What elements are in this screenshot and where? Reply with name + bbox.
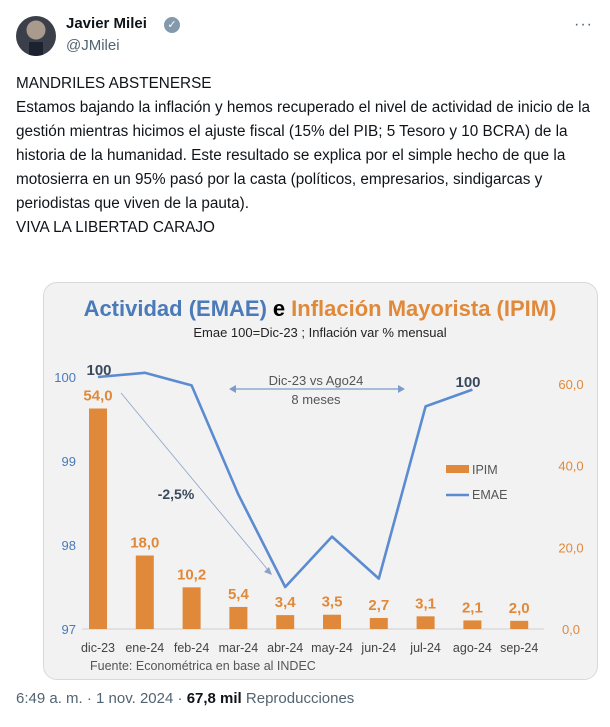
- x-tick-label: jun-24: [360, 641, 396, 655]
- avatar[interactable]: [16, 16, 56, 56]
- title-join: e: [273, 296, 285, 321]
- x-tick-label: jul-24: [409, 641, 441, 655]
- left-tick-label: 99: [62, 454, 76, 469]
- x-tick-label: mar-24: [219, 641, 259, 655]
- x-tick-label: dic-23: [81, 641, 115, 655]
- x-tick-label: ago-24: [453, 641, 492, 655]
- right-tick-label: 60,0: [558, 377, 583, 392]
- drop-label: -2,5%: [158, 486, 195, 502]
- separator: ·: [173, 690, 187, 707]
- x-tick-label: sep-24: [500, 641, 538, 655]
- bar-ipim: [463, 620, 482, 629]
- x-tick-label: may-24: [311, 641, 353, 655]
- right-tick-label: 40,0: [558, 459, 583, 474]
- title-inflation: Inflación Mayorista (IPIM): [291, 296, 556, 321]
- bar-value-label: 3,4: [275, 594, 297, 611]
- tweet-date[interactable]: 1 nov. 2024: [96, 690, 174, 707]
- bar-ipim: [276, 615, 295, 629]
- legend-ipim-swatch: [446, 465, 469, 473]
- bar-ipim: [182, 587, 201, 629]
- left-tick-label: 100: [54, 370, 76, 385]
- bar-ipim: [229, 606, 248, 629]
- tweet-text: MANDRILES ABSTENERSE Estamos bajando la …: [16, 72, 596, 240]
- bar-value-label: 3,5: [322, 594, 343, 611]
- bar-value-label: 5,4: [228, 586, 250, 603]
- right-tick-label: 20,0: [558, 540, 583, 555]
- span-sublabel: 8 meses: [291, 392, 341, 407]
- bar-ipim: [89, 408, 107, 629]
- tweet-line: VIVA LA LIBERTAD CARAJO: [16, 219, 215, 236]
- drop-arrow-head: [264, 567, 272, 575]
- right-tick-label: 0,0: [562, 622, 580, 637]
- bar-ipim: [510, 620, 529, 629]
- bar-value-label: 3,1: [415, 595, 436, 612]
- x-tick-label: feb-24: [174, 641, 209, 655]
- span-label: Dic-23 vs Ago24: [269, 373, 364, 388]
- bar-value-label: 54,0: [83, 388, 112, 405]
- chart-subtitle: Emae 100=Dic-23 ; Inflación var % mensua…: [193, 325, 446, 340]
- tweet-time[interactable]: 6:49 a. m.: [16, 690, 83, 707]
- bar-value-label: 2,1: [462, 599, 483, 616]
- end-label: 100: [455, 374, 480, 391]
- chart-image[interactable]: Actividad (EMAE) e Inflación Mayorista (IP…: [43, 282, 598, 680]
- tweet-line: MANDRILES ABSTENERSE: [16, 75, 212, 92]
- chart-source: Fuente: Econométrica en base al INDEC: [90, 659, 316, 673]
- x-tick-label: abr-24: [267, 641, 303, 655]
- left-tick-label: 97: [62, 622, 76, 637]
- views-label: Reproducciones: [245, 690, 355, 707]
- bar-ipim: [323, 614, 341, 629]
- bar-value-label: 10,2: [177, 566, 206, 583]
- ellipsis-icon[interactable]: ···: [574, 16, 593, 33]
- drop-arrow: [120, 392, 269, 571]
- bar-ipim: [416, 616, 435, 629]
- separator: ·: [82, 690, 97, 707]
- author-handle[interactable]: @JMilei: [66, 37, 120, 54]
- title-activity: Actividad (EMAE): [84, 296, 267, 321]
- x-tick-label: ene-24: [125, 641, 164, 655]
- view-count: 67,8 mil: [186, 690, 242, 707]
- legend-emae: EMAE: [472, 488, 507, 502]
- bar-ipim: [135, 555, 154, 629]
- bar-value-label: 2,0: [509, 600, 530, 617]
- chart-title: Actividad (EMAE) e Inflación Mayorista (IP…: [84, 296, 557, 321]
- line-emae: [97, 371, 473, 589]
- bar-ipim: [369, 617, 388, 629]
- bar-value-label: 18,0: [130, 535, 159, 552]
- legend-ipim: IPIM: [472, 463, 498, 477]
- start-label: 100: [86, 362, 111, 379]
- author-name[interactable]: Javier Milei: [66, 15, 147, 32]
- bar-value-label: 2,7: [368, 597, 389, 614]
- chart: Actividad (EMAE) e Inflación Mayorista (IP…: [54, 296, 583, 673]
- left-tick-label: 98: [62, 538, 76, 553]
- tweet-meta: 6:49 a. m. · 1 nov. 2024 · 67,8 mil Repr…: [16, 690, 354, 707]
- tweet-line: Estamos bajando la inflación y hemos rec…: [16, 99, 595, 212]
- verified-badge-icon: ✓: [164, 17, 180, 33]
